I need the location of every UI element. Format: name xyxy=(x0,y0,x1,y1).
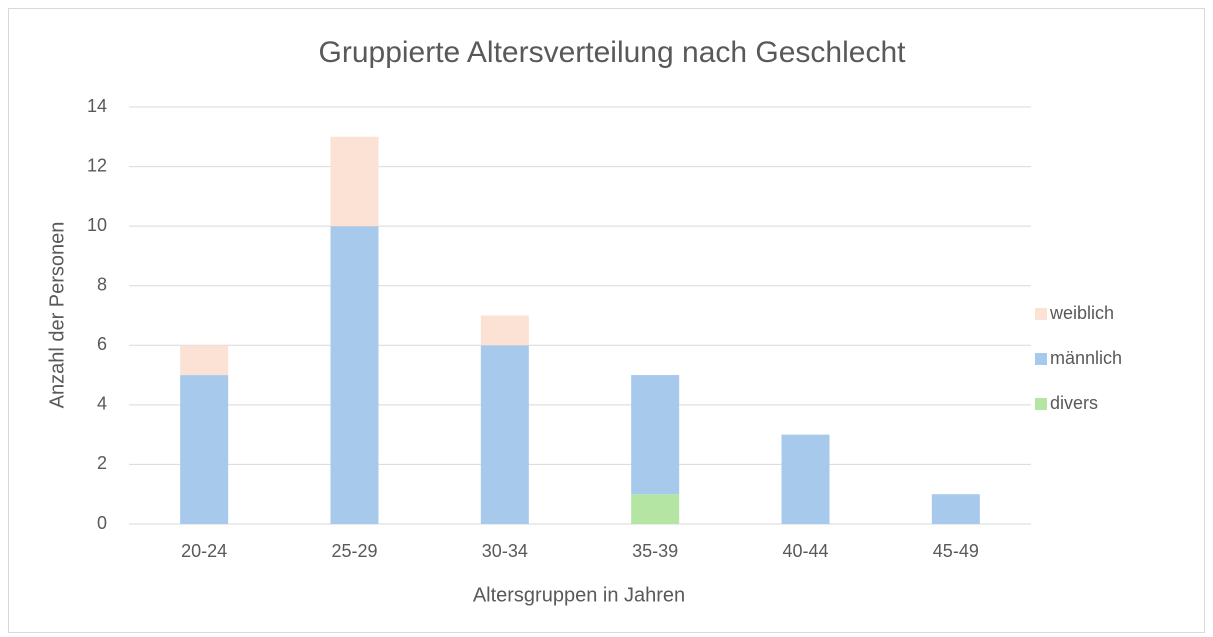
bar xyxy=(180,345,229,376)
x-tick-label: 40-44 xyxy=(782,541,828,561)
y-tick-label: 4 xyxy=(97,394,107,414)
chart-border xyxy=(8,8,1205,633)
legend-swatch xyxy=(1035,353,1047,365)
y-tick-label: 8 xyxy=(97,274,107,294)
legend-label: divers xyxy=(1050,393,1098,413)
x-tick-label: 35-39 xyxy=(632,541,678,561)
chart-title: Gruppierte Altersverteilung nach Geschle… xyxy=(319,36,907,69)
bar xyxy=(480,315,529,346)
y-tick-label: 2 xyxy=(97,453,107,473)
bar xyxy=(480,345,529,524)
bar xyxy=(631,494,680,524)
bar xyxy=(180,375,229,524)
bar xyxy=(931,494,980,524)
x-axis-label: Altersgruppen in Jahren xyxy=(473,584,685,606)
legend-swatch xyxy=(1035,398,1047,410)
y-tick-label: 0 xyxy=(97,513,107,533)
y-tick-label: 14 xyxy=(87,96,107,116)
y-tick-label: 12 xyxy=(87,155,107,175)
legend-swatch xyxy=(1035,308,1047,320)
y-tick-label: 6 xyxy=(97,334,107,354)
legend-label: männlich xyxy=(1050,348,1122,368)
bar xyxy=(781,434,830,524)
x-tick-label: 25-29 xyxy=(331,541,377,561)
bar xyxy=(330,226,379,524)
legend-label: weiblich xyxy=(1049,303,1114,323)
y-axis-label: Anzahl der Personen xyxy=(46,222,68,409)
x-tick-label: 20-24 xyxy=(181,541,227,561)
x-tick-label: 45-49 xyxy=(933,541,979,561)
bar xyxy=(330,136,379,227)
x-tick-label: 30-34 xyxy=(482,541,528,561)
y-tick-label: 10 xyxy=(87,215,107,235)
bar xyxy=(631,375,680,495)
